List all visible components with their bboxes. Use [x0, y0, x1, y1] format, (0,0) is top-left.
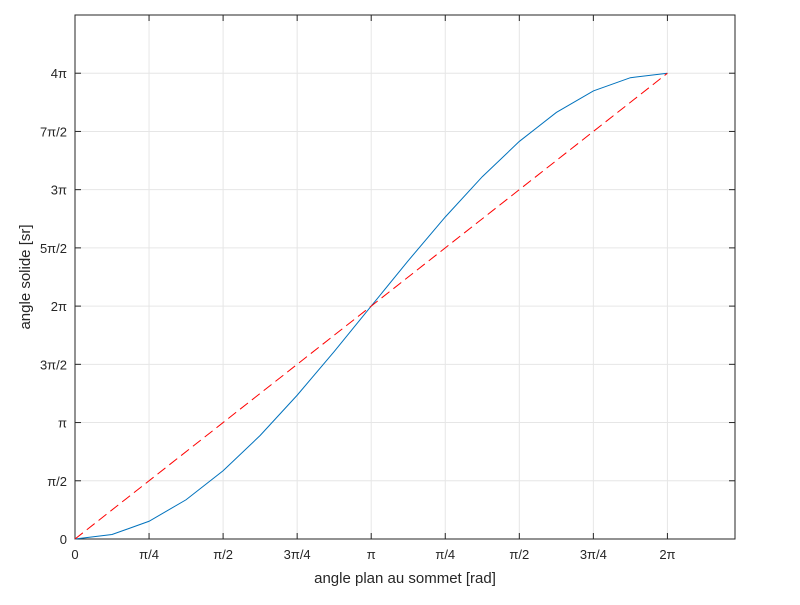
x-tick-label: 3π/4 — [580, 547, 607, 562]
y-axis-label: angle solide [sr] — [17, 224, 34, 329]
x-tick-label: π/4 — [139, 547, 159, 562]
x-tick-label: 2π — [659, 547, 675, 562]
x-tick-label: 3π/4 — [284, 547, 311, 562]
y-tick-label: 7π/2 — [40, 124, 67, 139]
data-line — [74, 72, 668, 540]
x-tick-label: 0 — [71, 547, 78, 562]
x-tick-label: π/4 — [435, 547, 455, 562]
x-tick-label: π — [367, 547, 376, 562]
y-tick-label: 2π — [51, 299, 67, 314]
x-tick-label: π/2 — [509, 547, 529, 562]
plot-frame — [74, 14, 736, 540]
y-tick-label: 3π/2 — [40, 357, 67, 372]
y-tick-label: 4π — [51, 66, 67, 81]
y-tick-label: 3π — [51, 183, 67, 198]
y-tick-label: 0 — [60, 532, 67, 547]
x-axis-label: angle plan au sommet [rad] — [314, 570, 496, 587]
y-tick-label: π/2 — [47, 474, 67, 489]
y-tick-label: π — [58, 416, 67, 431]
y-tick-label: 5π/2 — [40, 241, 67, 256]
x-tick-label: π/2 — [213, 547, 233, 562]
